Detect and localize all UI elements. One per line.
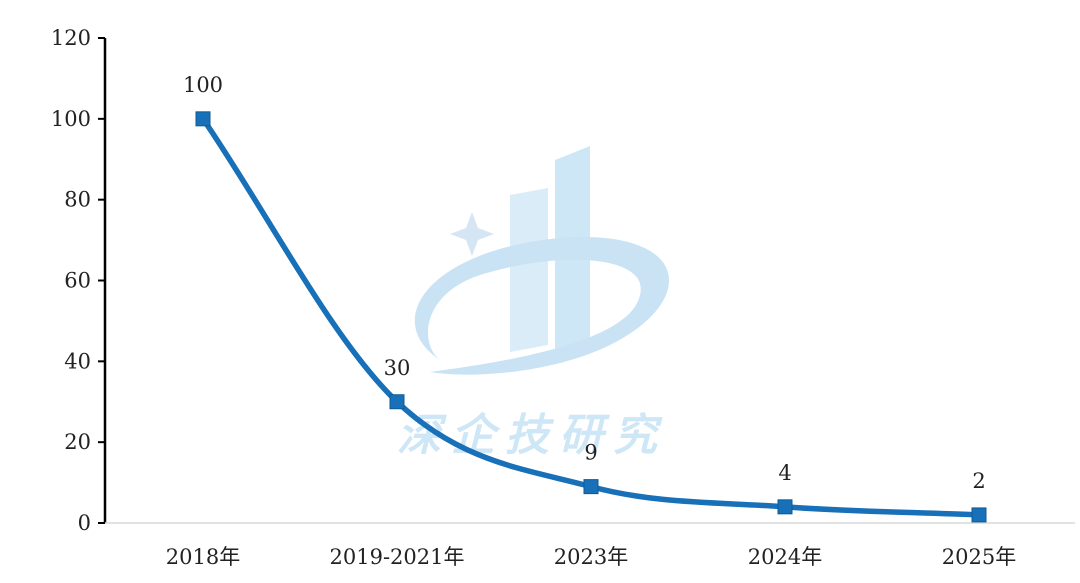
data-point [971, 507, 987, 523]
watermark-bar-right [555, 146, 590, 350]
data-point [583, 479, 599, 495]
x-tick-label: 2019-2021年 [330, 545, 465, 569]
watermark-star-icon [450, 212, 494, 256]
y-axis-ticks: 0 20 40 60 80 100 120 [51, 26, 105, 535]
data-point [777, 499, 793, 515]
data-labels: 100 30 9 4 2 [183, 73, 986, 493]
y-tick-label: 0 [78, 511, 91, 535]
watermark-bar-left [510, 188, 548, 352]
x-axis-ticks: 2018年 2019-2021年 2023年 2024年 2025年 [166, 545, 1016, 569]
data-label: 30 [384, 356, 411, 380]
x-tick-label: 2023年 [554, 545, 628, 569]
x-tick-label: 2024年 [748, 545, 822, 569]
data-label: 4 [778, 461, 791, 485]
watermark-swoosh [414, 237, 670, 375]
x-tick-label: 2025年 [942, 545, 1016, 569]
data-label: 100 [183, 73, 223, 97]
y-tick-label: 80 [64, 188, 91, 212]
y-tick-label: 20 [64, 430, 91, 454]
data-point [195, 111, 211, 127]
data-label: 2 [972, 469, 985, 493]
series-markers [195, 111, 987, 523]
data-label: 9 [584, 441, 597, 465]
data-point [389, 394, 405, 410]
y-tick-label: 60 [64, 269, 91, 293]
y-tick-label: 120 [51, 26, 91, 50]
series-line [200, 116, 982, 518]
y-tick-label: 100 [51, 107, 91, 131]
watermark-logo: 深企技研究 [397, 146, 670, 461]
x-tick-label: 2018年 [166, 545, 240, 569]
y-tick-label: 40 [64, 349, 91, 373]
